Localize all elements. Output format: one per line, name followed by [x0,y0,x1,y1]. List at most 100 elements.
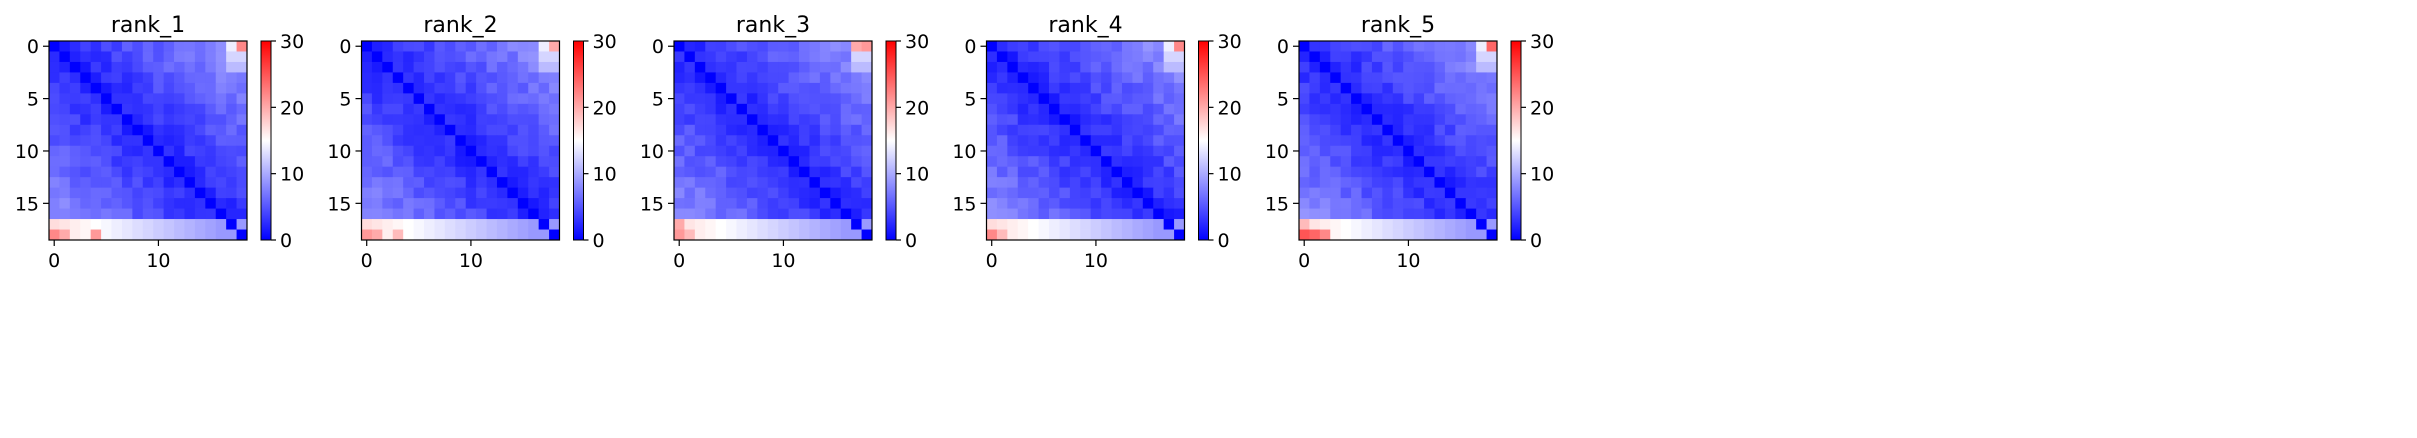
heatmap-cell [1424,82,1435,94]
heatmap-cell [101,82,112,94]
heatmap-cell [996,114,1008,126]
heatmap-cell [90,82,102,94]
heatmap-cell [819,114,831,126]
heatmap-cell [746,135,758,147]
heatmap-cell [1486,187,1498,199]
heatmap-cell [528,208,540,220]
heatmap-cell [1403,93,1415,105]
heatmap-cell [538,51,550,63]
heatmap-cell [1163,103,1175,115]
heatmap-cell [736,229,748,241]
heatmap-cell [1153,41,1165,52]
heatmap-cell [1299,124,1310,136]
heatmap-cell [194,135,206,147]
heatmap-cell [1382,208,1394,220]
heatmap-cell [1121,124,1133,136]
heatmap-cell [1101,61,1112,73]
panel-title: rank_1 [111,13,185,38]
heatmap-cell [1309,166,1321,178]
heatmap-cell [1101,208,1112,220]
heatmap-cell [1028,229,1040,241]
heatmap-cell [1069,72,1081,84]
heatmap-cell [1455,51,1467,63]
heatmap-cell [746,72,758,84]
heatmap-cell [809,114,821,126]
heatmap-cell [1163,198,1175,209]
heatmap-cell [1163,229,1175,241]
heatmap-cell [174,61,185,73]
heatmap-cell [1444,187,1456,199]
heatmap-cell [1007,156,1019,168]
heatmap-cell [205,219,217,230]
heatmap-cell [361,177,373,189]
heatmap-cell [809,219,821,230]
heatmap-cell [517,198,529,209]
heatmap-cell [121,124,133,136]
heatmap-cell [1330,219,1342,230]
heatmap-cell [1090,51,1102,63]
heatmap-cell [1392,156,1404,168]
heatmap-cell [403,156,415,168]
heatmap-cell [1382,61,1394,73]
heatmap-cell [496,177,508,189]
heatmap-cell [90,103,102,115]
heatmap-cell [1371,166,1383,178]
heatmap-cell [996,41,1008,52]
heatmap-cell [1319,229,1331,241]
heatmap-cell [694,114,706,126]
heatmap-cell [236,82,248,94]
heatmap-cell [215,198,227,209]
heatmap-cell [163,166,175,178]
heatmap-cell [205,41,217,52]
heatmap-cell [778,103,790,115]
heatmap-cell [486,198,498,209]
x-tick-label: 10 [459,250,483,272]
heatmap-cell [1090,124,1102,136]
heatmap-cell [382,103,394,115]
heatmap-cell [1132,177,1144,189]
heatmap-cell [465,156,477,168]
heatmap-cell [799,82,810,94]
heatmap-cell [413,51,425,63]
heatmap-cell [684,145,696,157]
heatmap-cell [434,103,446,115]
heatmap-cell [455,219,467,230]
heatmap-cell [799,103,810,115]
colorbar [260,40,272,241]
heatmap-cell [694,219,706,230]
heatmap-cell [799,145,810,157]
heatmap-cell [1121,114,1133,126]
heatmap-cell [111,124,123,136]
heatmap-cell [205,72,217,84]
heatmap-cell [90,114,102,126]
heatmap-cell [392,51,404,63]
heatmap-cell [715,61,727,73]
heatmap-cell [1121,41,1133,52]
heatmap-cell [1476,198,1487,209]
heatmap-cell [1351,82,1362,94]
heatmap-cell [507,177,519,189]
heatmap-cell [507,41,519,52]
heatmap-cell [1111,82,1123,94]
heatmap-cell [1403,135,1415,147]
heatmap-cell [840,114,852,126]
heatmap-cell [528,72,540,84]
heatmap-cell [1028,208,1040,220]
heatmap-cell [184,177,196,189]
heatmap-cell [1111,72,1123,84]
heatmap-cell [538,219,550,230]
colorbar [1510,40,1522,241]
x-tick-label: 0 [1298,250,1310,272]
heatmap-cell [1007,93,1019,105]
heatmap-cell [1392,72,1404,84]
heatmap-cell [538,114,550,126]
heatmap-cell [1007,208,1019,220]
heatmap-cell [1090,103,1102,115]
heatmap-cell [174,187,185,199]
heatmap-cell [1090,114,1102,126]
heatmap-cell [1455,82,1467,94]
heatmap-cell [1299,219,1310,230]
heatmap-cell [757,72,769,84]
heatmap-cell [736,93,748,105]
